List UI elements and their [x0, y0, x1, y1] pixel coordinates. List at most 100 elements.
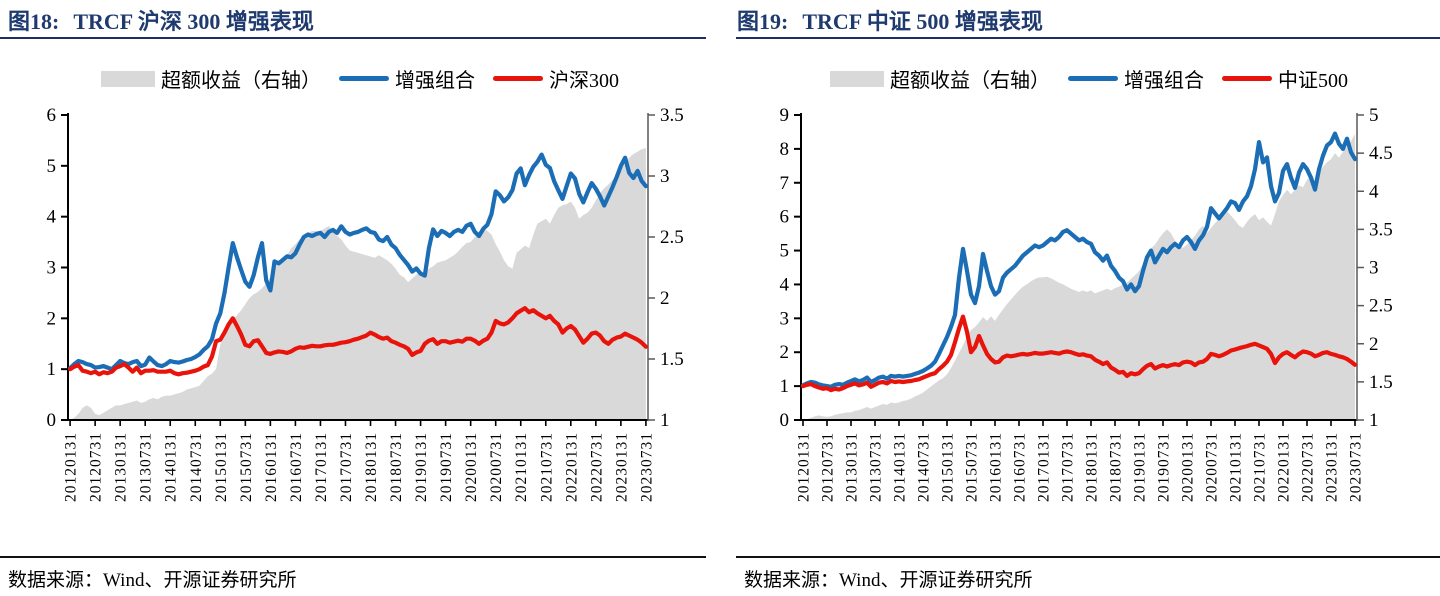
x-axis-date-label: 20120131	[796, 432, 813, 502]
excess-swatch-icon	[101, 70, 155, 87]
x-axis-date-label: 20120731	[820, 432, 837, 502]
left-axis-tick-label: 1	[780, 376, 790, 397]
x-axis-date-label: 20230131	[613, 432, 630, 502]
legend-item-benchmark: 沪深300	[493, 64, 619, 93]
source-note-left: 数据来源：Wind、开源证券研究所	[0, 556, 706, 596]
right-axis-tick-label: 1.5	[660, 349, 684, 370]
x-axis-date-label: 20190131	[1132, 432, 1149, 502]
csi300-enhanced-chart: 0 1 2 3 4 5 6 1 1.5 2 2.5 3 3.5 20120131 20120731 20130…	[47, 105, 684, 502]
source-text: 数据来源：Wind、开源证券研究所	[744, 570, 1033, 591]
left-axis-tick-label: 6	[780, 207, 790, 228]
axes: 0 1 2 3 4 5 6 1 1.5 2 2.5 3 3.5 20120131 20120731 20130…	[47, 105, 684, 502]
right-axis-tick-label: 2	[660, 288, 670, 309]
left-axis-tick-label: 5	[780, 241, 790, 262]
axes: 0 1 2 3 4 5 6 7 8 9 1 1.5 2 2.5 3 3.5 4 4.5 5 20120131 20120…	[780, 105, 1393, 502]
figure-number: 图19:	[737, 9, 789, 34]
left-axis-tick-label: 5	[47, 156, 57, 177]
x-axis-date-label: 20220731	[1300, 432, 1317, 502]
legend-item-excess: 超额收益（右轴）	[830, 64, 1050, 93]
right-axis-tick-label: 4.5	[1369, 143, 1393, 164]
left-axis-tick-label: 2	[47, 308, 57, 329]
title-underline-left	[0, 37, 706, 39]
legend-label: 超额收益（右轴）	[890, 70, 1050, 92]
x-axis-date-label: 20140731	[188, 432, 205, 502]
x-axis-date-label: 20210731	[1252, 432, 1269, 502]
legend-label: 超额收益（右轴）	[161, 70, 321, 92]
x-axis-date-label: 20230731	[638, 432, 655, 502]
x-axis-date-label: 20200131	[1180, 432, 1197, 502]
right-axis-tick-label: 1	[660, 410, 670, 431]
legend-item-excess: 超额收益（右轴）	[101, 64, 321, 93]
chart-legend: 超额收益（右轴） 增强组合 中证500	[737, 64, 1440, 93]
left-axis-tick-label: 3	[780, 308, 790, 329]
legend-item-enhanced: 增强组合	[1068, 64, 1204, 93]
x-axis-date-label: 20220731	[588, 432, 605, 502]
figure-title: 图19: TRCF 中证 500 增强表现	[737, 4, 1043, 36]
right-axis-tick-label: 1.5	[1369, 372, 1393, 393]
x-axis-date-label: 20180131	[1084, 432, 1101, 502]
figure-18-panel: 图18: TRCF 沪深 300 增强表现 超额收益（右轴） 增强组合 沪深300 0…	[8, 0, 712, 556]
enhanced-swatch-icon	[339, 76, 389, 81]
left-axis-tick-label: 4	[780, 274, 790, 295]
chart-legend: 超额收益（右轴） 增强组合 沪深300	[8, 64, 712, 93]
enhanced-line	[68, 152, 648, 372]
legend-label: 增强组合	[1124, 70, 1204, 92]
x-axis-date-label: 20160131	[988, 432, 1005, 502]
benchmark-line	[68, 306, 648, 377]
right-axis-tick-label: 1	[1369, 410, 1379, 431]
left-axis-tick-label: 9	[780, 105, 790, 126]
left-axis-tick-label: 2	[780, 342, 790, 363]
excess-swatch-icon	[830, 70, 884, 87]
x-axis-date-label: 20130731	[868, 432, 885, 502]
csi500-enhanced-chart: 0 1 2 3 4 5 6 7 8 9 1 1.5 2 2.5 3 3.5 4 4.5 5 20120131 20120…	[780, 105, 1393, 502]
x-axis-date-label: 20130131	[844, 432, 861, 502]
benchmark-swatch-icon	[1222, 76, 1272, 81]
left-axis-tick-label: 0	[47, 410, 57, 431]
x-axis-date-label: 20180731	[388, 432, 405, 502]
right-axis-tick-label: 3.5	[660, 105, 684, 126]
x-axis-date-label: 20180731	[1108, 432, 1125, 502]
legend-item-enhanced: 增强组合	[339, 64, 475, 93]
legend-label: 沪深300	[549, 70, 619, 92]
left-axis-tick-label: 4	[47, 207, 57, 228]
x-axis-date-label: 20150131	[940, 432, 957, 502]
x-axis-date-label: 20150731	[964, 432, 981, 502]
enhanced-swatch-icon	[1068, 76, 1118, 81]
figure-title: 图18: TRCF 沪深 300 增强表现	[8, 4, 314, 36]
x-axis-date-label: 20210131	[1228, 432, 1245, 502]
figure-number: 图18:	[8, 9, 60, 34]
right-axis-tick-label: 2	[1369, 334, 1379, 355]
x-axis-date-label: 20170131	[1036, 432, 1053, 502]
right-axis-tick-label: 2.5	[660, 227, 684, 248]
left-axis-tick-label: 0	[780, 410, 790, 431]
x-axis-date-label: 20140731	[916, 432, 933, 502]
x-axis-date-label: 20140131	[163, 432, 180, 502]
x-axis-date-label: 20190731	[1156, 432, 1173, 502]
x-axis-date-label: 20150731	[238, 432, 255, 502]
left-axis-tick-label: 8	[780, 139, 790, 160]
left-axis-tick-label: 1	[47, 359, 57, 380]
x-axis-date-label: 20160731	[1012, 432, 1029, 502]
x-axis-date-label: 20220131	[1276, 432, 1293, 502]
x-axis-date-label: 20200731	[1204, 432, 1221, 502]
title-underline-right	[736, 37, 1440, 39]
x-axis-date-label: 20120731	[88, 432, 105, 502]
enhanced-line	[800, 131, 1358, 389]
x-axis-date-label: 20230731	[1348, 432, 1365, 502]
legend-label: 中证500	[1278, 70, 1348, 92]
x-axis-date-label: 20160131	[263, 432, 280, 502]
x-axis-date-label: 20150131	[213, 432, 230, 502]
right-axis-tick-label: 3	[660, 166, 670, 187]
x-axis-date-label: 20160731	[288, 432, 305, 502]
left-axis-tick-label: 6	[47, 105, 57, 126]
x-axis-date-label: 20230131	[1324, 432, 1341, 502]
x-axis-date-label: 20210731	[538, 432, 555, 502]
figure-19-panel: 图19: TRCF 中证 500 增强表现 超额收益（右轴） 增强组合 中证500 0…	[737, 0, 1440, 556]
legend-item-benchmark: 中证500	[1222, 64, 1348, 93]
x-axis-date-label: 20220131	[563, 432, 580, 502]
left-axis-tick-label: 3	[47, 258, 57, 279]
right-axis-tick-label: 2.5	[1369, 296, 1393, 317]
legend-label: 增强组合	[395, 70, 475, 92]
right-axis-tick-label: 3.5	[1369, 219, 1393, 240]
